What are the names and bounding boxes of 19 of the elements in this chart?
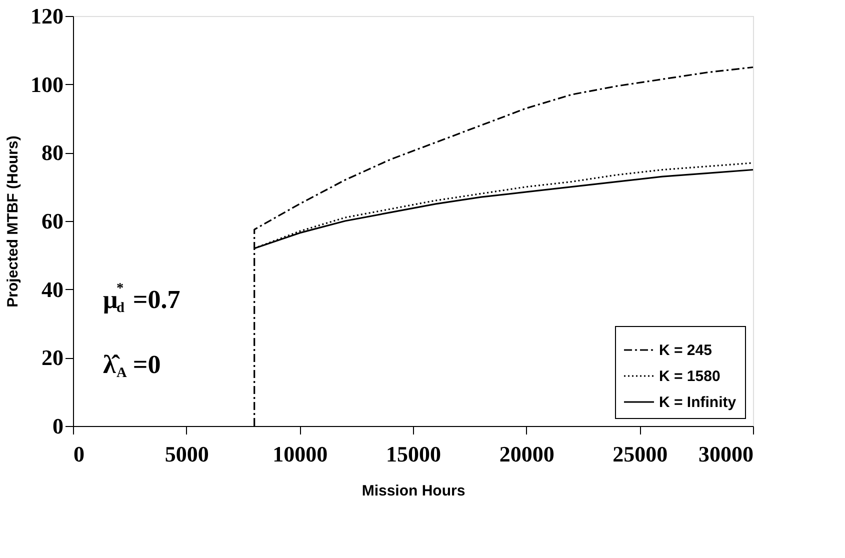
- y-axis-title: Projected MTBF (Hours): [4, 136, 22, 308]
- x-tick-label: 15000: [386, 442, 441, 466]
- y-tick-label: 120: [30, 4, 64, 28]
- y-tick-label: 80: [42, 140, 64, 166]
- y-tick-label: 40: [42, 276, 64, 302]
- legend-label: K = Infinity: [659, 394, 737, 411]
- y-tick-label: 60: [42, 208, 64, 234]
- y-tick-label: 100: [30, 72, 64, 97]
- x-tick-label: 5000: [164, 442, 209, 466]
- legend-label: K = 245: [659, 342, 712, 359]
- x-tick-label: 30000: [698, 442, 754, 466]
- x-tick-label: 0: [74, 442, 84, 466]
- x-tick-label: 10000: [272, 442, 328, 466]
- x-tick-label: 20000: [499, 442, 554, 466]
- x-axis-title: Mission Hours: [362, 482, 466, 500]
- y-tick-label: 0: [52, 414, 64, 438]
- legend-label: K = 1580: [659, 368, 720, 385]
- x-tick-label: 25000: [612, 442, 668, 466]
- y-tick-label: 20: [42, 345, 64, 370]
